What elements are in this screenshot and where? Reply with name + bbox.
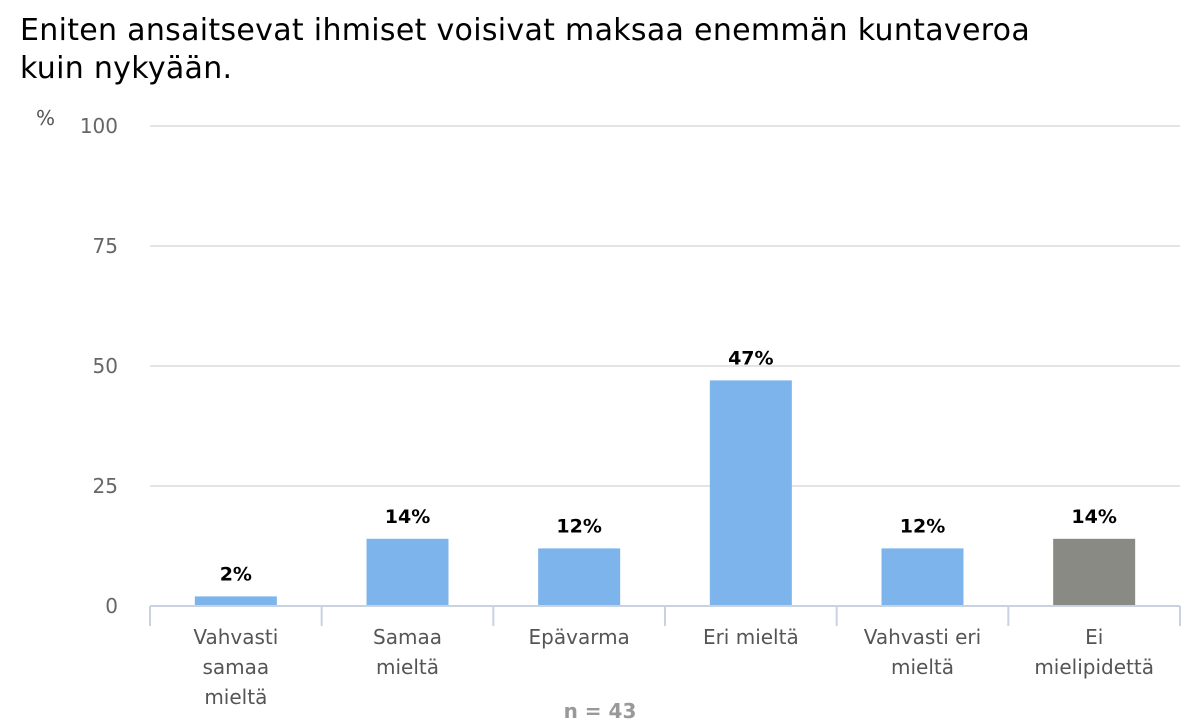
y-axis-unit-label: % [36,106,56,130]
y-tick-label: 0 [105,594,118,618]
y-tick-label: 75 [93,234,118,258]
y-tick-label: 25 [93,474,118,498]
chart-title-line-1: Eniten ansaitsevat ihmiset voisivat maks… [20,13,1031,48]
sample-size-note: n = 43 [563,699,637,723]
chart-title-line-2: kuin nykyään. [20,51,233,86]
x-category-label: mieltä [376,655,439,679]
bar-1 [194,596,277,606]
bar-4 [709,380,792,606]
x-category-label: mieltä [204,685,267,709]
data-label: 12% [556,515,601,537]
x-category-label: Epävarma [529,625,630,649]
x-category-label: Samaa [373,625,442,649]
data-label: 47% [728,347,773,369]
x-category-label: Vahvasti [193,625,278,649]
x-category-label: Eri mieltä [703,625,799,649]
y-tick-label: 100 [80,114,118,138]
y-tick-label: 50 [93,354,118,378]
data-label: 12% [900,515,945,537]
x-category-label: Ei [1085,625,1103,649]
x-category-label: samaa [202,655,269,679]
data-label: 2% [220,563,252,585]
bar-6 [1053,538,1136,606]
x-category-label: Vahvasti eri [864,625,981,649]
data-label: 14% [385,506,430,528]
bar-2 [366,538,449,606]
bar-3 [538,548,621,606]
x-category-label: mieltä [891,655,954,679]
data-label: 14% [1071,506,1116,528]
bar-5 [881,548,964,606]
x-category-label: mielipidettä [1034,655,1154,679]
chart-title: Eniten ansaitsevat ihmiset voisivat maks… [20,12,1120,88]
